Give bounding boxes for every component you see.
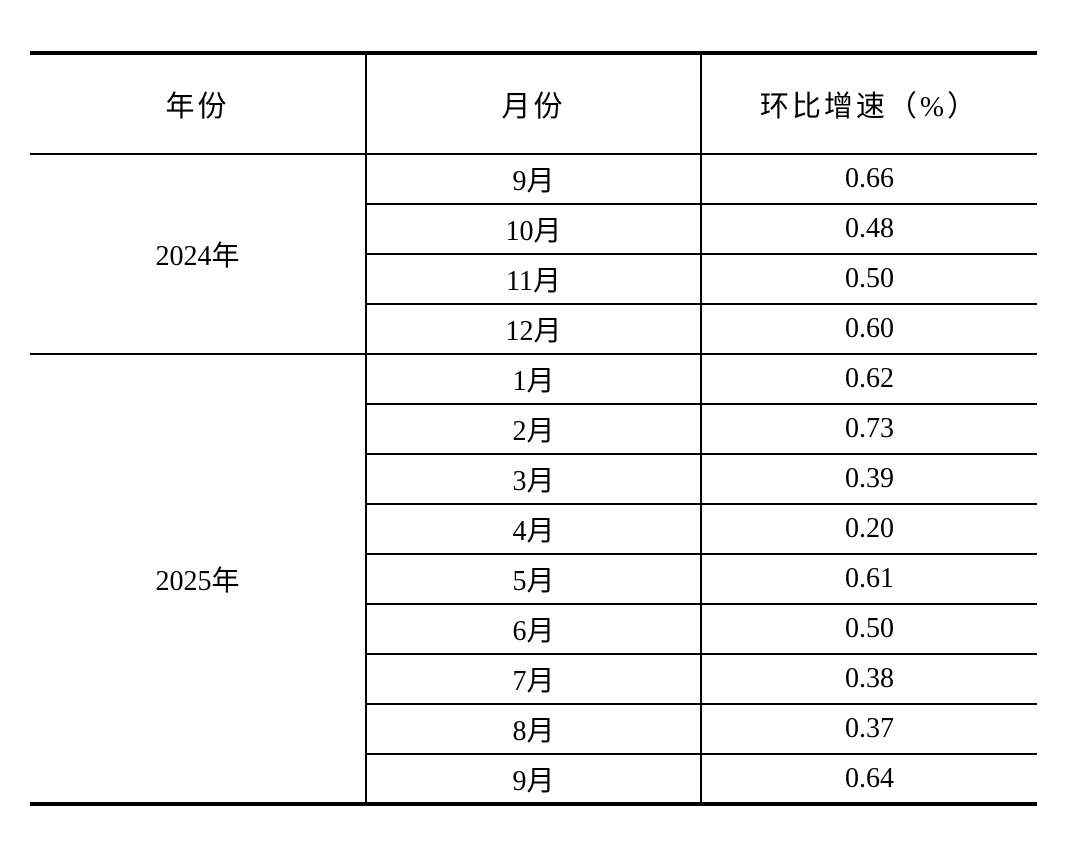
growth-value-cell: 0.50 [700,604,1037,655]
growth-value-cell: 0.62 [700,354,1037,405]
year-cell: 2024年 [30,154,366,355]
header-growth: 环比增速（%） [700,51,1037,155]
growth-value-cell: 0.39 [700,454,1037,505]
table-row: 6月 0.50 [30,604,1037,655]
growth-table: 年份 月份 环比增速（%） 2024年 9月 0.66 10月 0.48 11月 0.50 1… [30,51,1037,806]
table-row: 2024年 9月 0.66 [30,154,1037,355]
month-cell: 8月 [365,704,701,755]
month-cell: 1月 [365,354,701,405]
month-cell: 9月 [365,754,701,806]
growth-value-cell: 0.60 [700,304,1037,355]
table-row: 4月 0.20 [30,504,1037,555]
growth-value-cell: 0.73 [700,404,1037,455]
month-cell: 11月 [365,254,701,305]
month-cell: 12月 [365,304,701,355]
month-cell: 10月 [365,204,701,255]
header-row: 年份 月份 环比增速（%） [30,51,1037,155]
table-row: 11月 0.50 [30,254,1037,305]
table-row: 2025年 1月 0.62 [30,354,1037,806]
growth-value-cell: 0.61 [700,554,1037,605]
month-cell: 4月 [365,504,701,555]
growth-value-cell: 0.64 [700,754,1037,806]
month-cell: 9月 [365,154,701,205]
growth-value-cell: 0.48 [700,204,1037,255]
month-cell: 2月 [365,404,701,455]
table-row: 12月 0.60 [30,304,1037,355]
table-row: 3月 0.39 [30,454,1037,505]
month-cell: 5月 [365,554,701,605]
table-row: 2月 0.73 [30,404,1037,455]
table-row: 7月 0.38 [30,654,1037,705]
header-month: 月份 [365,51,701,155]
table-row: 5月 0.61 [30,554,1037,605]
year-cell: 2025年 [30,354,366,806]
table-row: 10月 0.48 [30,204,1037,255]
growth-value-cell: 0.37 [700,704,1037,755]
month-cell: 7月 [365,654,701,705]
growth-value-cell: 0.20 [700,504,1037,555]
growth-value-cell: 0.66 [700,154,1037,205]
header-year: 年份 [30,51,366,155]
table-row: 9月 0.64 [30,754,1037,806]
growth-value-cell: 0.38 [700,654,1037,705]
month-cell: 6月 [365,604,701,655]
table-row: 8月 0.37 [30,704,1037,755]
month-cell: 3月 [365,454,701,505]
growth-value-cell: 0.50 [700,254,1037,305]
